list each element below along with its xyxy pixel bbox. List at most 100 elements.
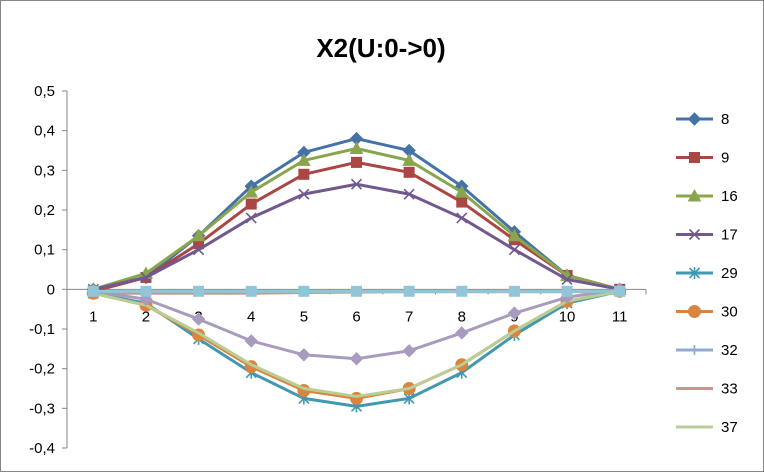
series-37	[92, 289, 620, 398]
axes: -0,4-0,3-0,2-0,100,10,20,30,40,512345678…	[29, 83, 647, 457]
series-unlabeled-9	[86, 282, 627, 366]
legend-entry-33: 33	[676, 381, 738, 398]
legend-marker	[688, 228, 701, 241]
data-point	[297, 348, 311, 362]
legend-marker	[689, 152, 700, 163]
marker-stroke	[688, 228, 701, 241]
legend-marker	[688, 267, 701, 279]
y-tick-label: -0,4	[29, 440, 55, 457]
legend-label: 29	[721, 265, 738, 282]
marker-stroke	[403, 188, 415, 200]
data-point	[350, 178, 363, 190]
data-point	[507, 228, 522, 242]
data-point	[350, 391, 363, 405]
y-tick-label: -0,1	[29, 321, 55, 338]
legend-entry-8: 8	[676, 111, 729, 128]
legend-label: 33	[721, 381, 738, 398]
data-point	[191, 228, 206, 242]
legend-label: 32	[721, 342, 738, 359]
data-point	[456, 285, 468, 297]
x-tick-label: 4	[247, 308, 255, 325]
y-tick-label: 0,5	[34, 83, 55, 100]
data-point	[454, 185, 469, 198]
data-point	[507, 306, 522, 320]
y-tick-label: 0	[47, 281, 55, 298]
marker-stroke	[350, 178, 363, 190]
data-point	[298, 285, 310, 297]
legend-marker	[687, 112, 702, 126]
series-group	[86, 131, 627, 413]
data-point	[614, 285, 626, 297]
series-line	[92, 160, 621, 293]
series-line	[92, 289, 620, 398]
data-point	[351, 156, 362, 168]
x-tick-label: 8	[458, 308, 466, 325]
data-point	[561, 273, 573, 285]
data-point	[561, 285, 573, 297]
x-tick-label: 2	[142, 308, 150, 325]
y-tick-label: 0,1	[34, 242, 55, 259]
x-tick-label: 6	[352, 308, 360, 325]
legend-entry-9: 9	[676, 150, 729, 167]
marker-stroke	[508, 244, 520, 256]
marker-stroke	[140, 271, 152, 283]
legend-entry-32: 32	[676, 342, 738, 359]
series-17	[87, 178, 626, 295]
data-point	[245, 212, 257, 224]
data-point	[140, 271, 152, 283]
legend: 8 9 16 17 29 30 32 33 37	[676, 111, 738, 436]
data-point	[297, 153, 311, 166]
x-tick-label: 5	[300, 308, 308, 325]
legend-label: 16	[721, 188, 738, 205]
data-point	[245, 285, 257, 297]
marker-stroke	[456, 212, 468, 224]
data-point	[351, 285, 362, 297]
data-point	[402, 153, 416, 166]
data-point	[402, 344, 416, 358]
y-tick-label: 0,2	[34, 202, 55, 219]
data-point	[403, 285, 415, 297]
legend-entry-16: 16	[676, 188, 738, 205]
data-point	[193, 244, 205, 256]
legend-entry-30: 30	[676, 304, 738, 321]
legend-entry-37: 37	[676, 419, 738, 436]
legend-label: 9	[721, 150, 729, 167]
data-point	[244, 185, 259, 198]
data-point	[193, 285, 205, 297]
data-point	[298, 188, 310, 200]
data-point	[87, 285, 99, 297]
x-tick-label: 10	[559, 308, 576, 325]
legend-label: 17	[721, 227, 738, 244]
data-point	[508, 285, 520, 297]
series-unlabeled-10	[87, 285, 626, 297]
legend-entry-17: 17	[676, 227, 738, 244]
data-point	[403, 188, 415, 200]
y-tick-label: -0,2	[29, 361, 55, 378]
data-point	[456, 196, 468, 208]
legend-entry-29: 29	[676, 265, 738, 282]
data-point	[298, 168, 310, 180]
legend-label: 8	[721, 111, 729, 128]
data-point	[140, 285, 152, 297]
x-tick-label: 7	[405, 308, 413, 325]
legend-marker	[689, 345, 700, 355]
data-point	[245, 198, 257, 210]
x-tick-label: 1	[89, 308, 97, 325]
marker-stroke	[193, 244, 205, 256]
data-point	[349, 352, 364, 366]
y-tick-label: 0,3	[34, 162, 55, 179]
y-tick-label: -0,3	[29, 400, 55, 417]
data-point	[456, 212, 468, 224]
data-point	[244, 334, 258, 348]
series-line	[92, 182, 620, 291]
marker-stroke	[298, 188, 310, 200]
data-point	[455, 326, 469, 340]
data-point	[191, 312, 206, 326]
data-point	[403, 166, 415, 178]
series-9	[87, 156, 626, 297]
data-point	[349, 141, 364, 155]
legend-label: 37	[721, 419, 738, 436]
legend-marker	[687, 188, 702, 202]
